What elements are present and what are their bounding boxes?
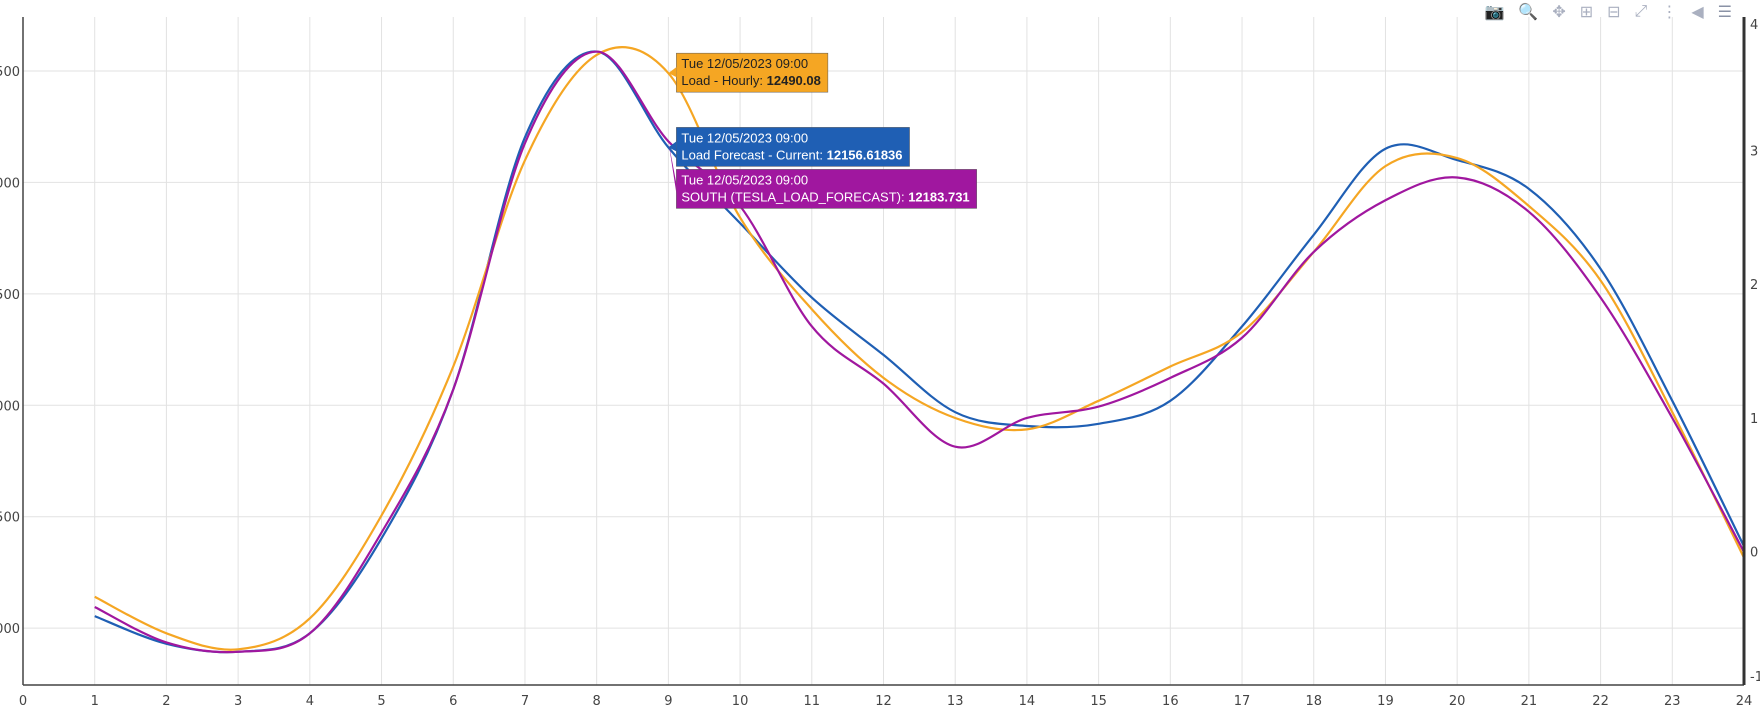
spike-lines-icon[interactable]: ⋮ xyxy=(1661,4,1678,21)
y-tick-label: 11000 xyxy=(0,399,20,414)
series-line-2 xyxy=(94,50,1745,654)
tooltip-box xyxy=(676,127,910,167)
tooltip-date: Tue 12/05/2023 09:00 xyxy=(681,130,808,145)
tooltip-pointer xyxy=(668,67,677,78)
x-tick-label: 23 xyxy=(1664,694,1681,709)
hover-closest-icon[interactable]: ◀ xyxy=(1691,4,1704,21)
y2-tick-label: 1 xyxy=(1750,412,1758,427)
x-tick-label: 7 xyxy=(521,694,529,709)
x-tick-label: 10 xyxy=(732,694,749,709)
x-tick-label: 2 xyxy=(162,694,170,709)
camera-icon[interactable]: 📷 xyxy=(1484,4,1505,21)
x-tick-label: 24 xyxy=(1736,694,1753,709)
tooltip-text: Load - Hourly: 12490.08 xyxy=(681,73,821,88)
autoscale-icon[interactable]: ⤢ xyxy=(1634,3,1648,20)
tooltip-value: 12156.61836 xyxy=(827,147,903,162)
axes: 0 1 2 3 4 5 6 7 8 9 10 11 12 13 14 15 16 17 18 19 20 21 22 23 24… xyxy=(0,17,1760,709)
x-tick-label: 1 xyxy=(91,694,99,709)
x-tick-label: 8 xyxy=(593,694,601,709)
y-tick-label: 10500 xyxy=(0,511,20,526)
x-tick-label: 22 xyxy=(1592,694,1609,709)
pan-icon[interactable]: ✥ xyxy=(1552,4,1566,21)
x-tick-label: 15 xyxy=(1090,694,1107,709)
x-tick-label: 11 xyxy=(804,694,821,709)
tooltip-label: Load - Hourly: xyxy=(681,73,766,88)
tooltip-date: Tue 12/05/2023 09:00 xyxy=(681,172,808,187)
x-tick-label: 19 xyxy=(1377,694,1394,709)
x-tick-label: 21 xyxy=(1521,694,1538,709)
x-tick-label: 14 xyxy=(1019,694,1036,709)
hover-tooltips: Tue 12/05/2023 09:00 Load - Hourly: 12490… xyxy=(668,52,977,209)
series-lines xyxy=(94,46,1745,654)
x-tick-label: 13 xyxy=(947,694,964,709)
x-tick-label: 12 xyxy=(875,694,892,709)
y-tick-label: 12000 xyxy=(0,176,20,191)
tooltip-text: SOUTH (TESLA_LOAD_FORECAST): 12183.731 xyxy=(681,189,969,204)
tooltip-label: SOUTH (TESLA_LOAD_FORECAST): xyxy=(681,189,908,204)
tooltip-2: Tue 12/05/2023 09:00 SOUTH (TESLA_LOAD_FO… xyxy=(668,141,977,209)
y-tick-label: 12500 xyxy=(0,65,20,80)
hover-compare-icon[interactable]: ☰ xyxy=(1717,4,1732,21)
x-tick-label: 4 xyxy=(306,694,314,709)
y2-tick-label: 2 xyxy=(1750,278,1758,293)
y2-tick-label: 3 xyxy=(1750,145,1758,160)
series-line-0 xyxy=(94,50,1745,654)
tooltip-value: 12183.731 xyxy=(908,189,969,204)
y2-tick-label: 4 xyxy=(1750,18,1758,33)
x-tick-label: 0 xyxy=(19,694,27,709)
tooltip-box xyxy=(676,52,829,93)
tooltip-date: Tue 12/05/2023 09:00 xyxy=(681,56,808,71)
zoom-icon[interactable]: 🔍 xyxy=(1518,4,1539,21)
tooltip-pointer xyxy=(668,141,677,194)
x-tick-label: 17 xyxy=(1234,694,1251,709)
x-tick-label: 3 xyxy=(234,694,242,709)
modebar: 📷 🔍 ✥ ⊞ ⊟ ⤢ ⋮ ◀ ☰ xyxy=(1484,2,1732,22)
tooltip-pointer xyxy=(668,141,677,152)
y2-tick-label: 0 xyxy=(1750,545,1758,560)
tooltip-value: 12490.08 xyxy=(767,73,821,88)
x-tick-label: 6 xyxy=(449,694,457,709)
y-tick-label: 11500 xyxy=(0,288,20,303)
x-tick-label: 20 xyxy=(1449,694,1466,709)
x-tick-label: 9 xyxy=(664,694,672,709)
x-tick-label: 18 xyxy=(1305,694,1322,709)
tooltip-0: Tue 12/05/2023 09:00 Load - Hourly: 12490… xyxy=(668,52,829,93)
x-tick-label: 5 xyxy=(377,694,385,709)
y-tick-label: 10000 xyxy=(0,622,20,637)
tooltip-1: Tue 12/05/2023 09:00 Load Forecast - Curr… xyxy=(668,127,910,167)
tooltip-text: Load Forecast - Current: 12156.61836 xyxy=(681,147,902,162)
zoom-in-icon[interactable]: ⊞ xyxy=(1579,4,1594,21)
tooltip-label: Load Forecast - Current: xyxy=(681,147,826,162)
zoom-out-icon[interactable]: ⊟ xyxy=(1607,4,1621,21)
series-line-1 xyxy=(94,46,1745,651)
y2-tick-label: -1 xyxy=(1750,670,1760,685)
tooltip-box xyxy=(676,169,977,209)
grid xyxy=(23,17,1744,685)
x-tick-label: 16 xyxy=(1162,694,1179,709)
